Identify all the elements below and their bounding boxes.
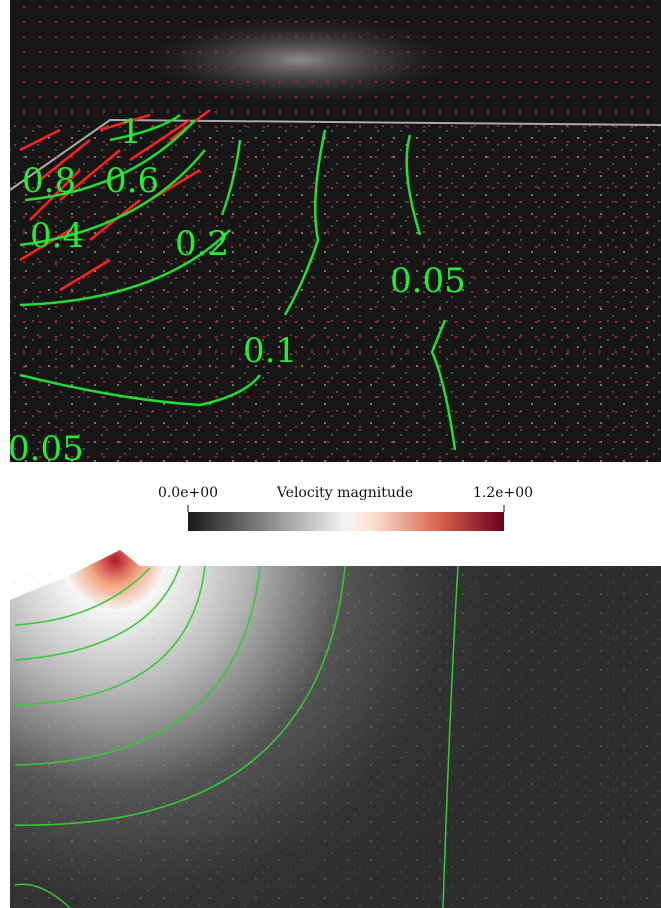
- colorbar-title: Velocity magnitude: [276, 485, 413, 501]
- contour-label: 0.2: [175, 224, 229, 264]
- contour-label: 0.05: [8, 429, 84, 469]
- colorbar-max: 1.2e+00: [473, 485, 533, 501]
- piv-panel: 1 0.8 0.6 0.4 0.2 0.05 0.1 0.05: [8, 0, 661, 469]
- contour-label: 0.05: [390, 261, 466, 301]
- contour-label: 0.8: [22, 161, 76, 201]
- simulation-panel: [10, 550, 661, 908]
- contour-label: 1: [120, 112, 142, 152]
- contour-label: 0.4: [30, 216, 84, 256]
- colorbar: 0.0e+00 Velocity magnitude 1.2e+00: [158, 485, 533, 531]
- colorbar-min: 0.0e+00: [158, 485, 218, 501]
- contour-label: 0.1: [243, 331, 297, 371]
- contour-label: 0.6: [105, 161, 159, 201]
